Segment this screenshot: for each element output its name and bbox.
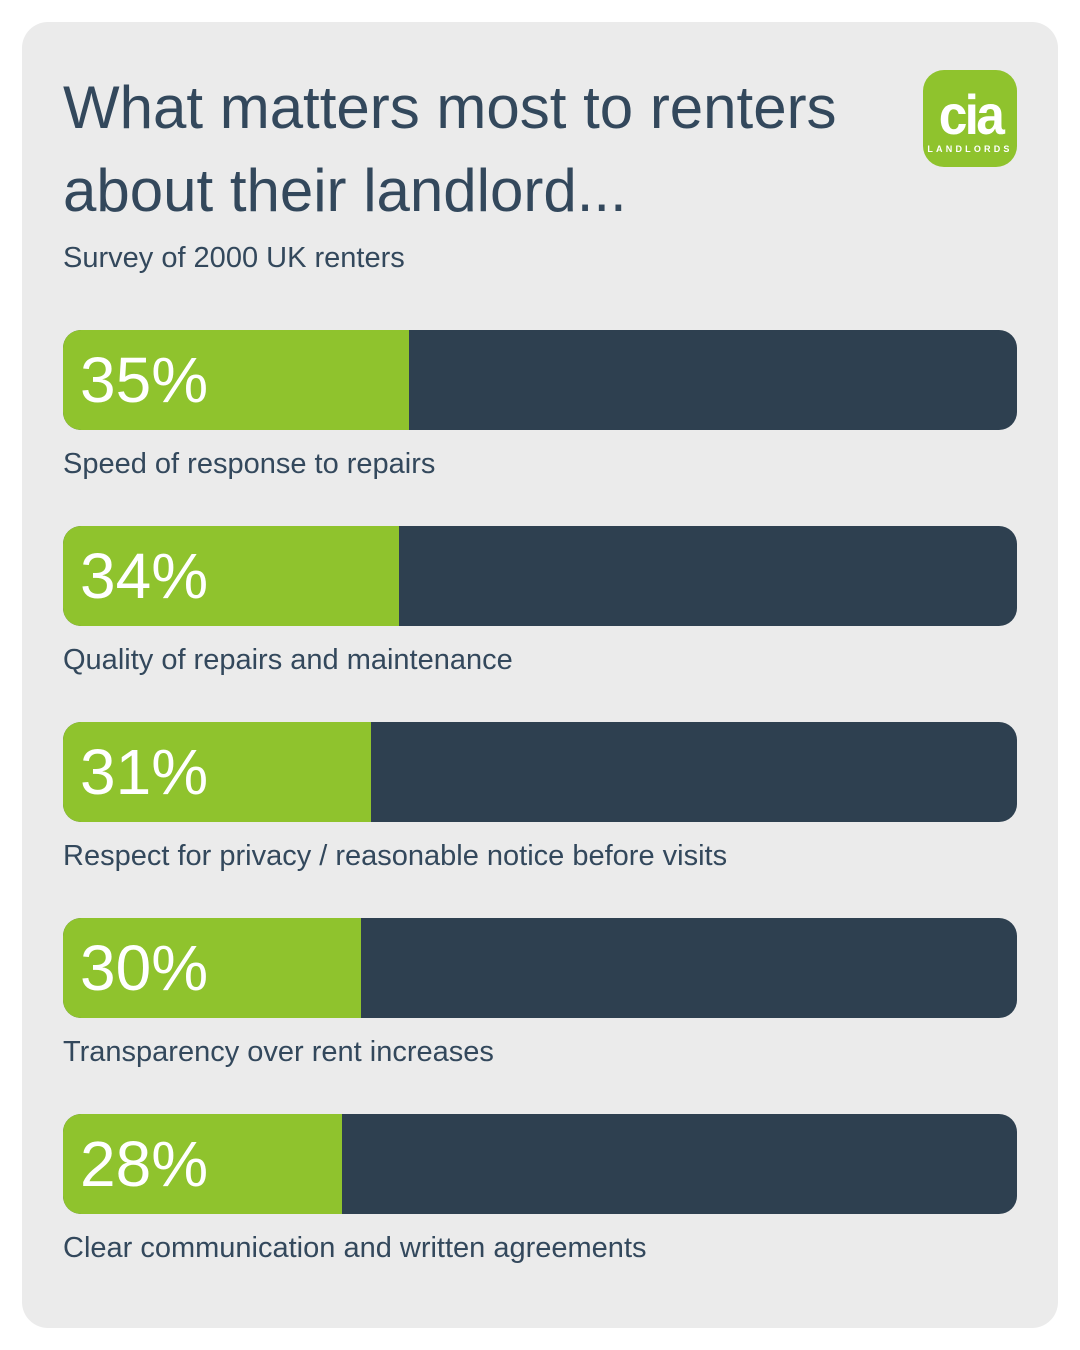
- bar-value-label: 34%: [80, 540, 209, 612]
- infographic-card: What matters most to renters about their…: [22, 22, 1058, 1328]
- bar-category-label: Transparency over rent increases: [63, 1036, 494, 1068]
- cia-landlords-logo: cia LANDLORDS: [923, 70, 1017, 167]
- bar-value-label: 35%: [80, 344, 209, 416]
- bar-row: 31% Respect for privacy / reasonable not…: [63, 722, 1017, 873]
- bar-fill: 30%: [63, 918, 362, 1018]
- bar-fill: 31%: [63, 722, 371, 822]
- bar-fill: 28%: [63, 1114, 343, 1214]
- bar-row: 35% Speed of response to repairs: [63, 330, 1017, 481]
- bar-fill: 35%: [63, 330, 409, 430]
- bar-track: 28%: [63, 1114, 1017, 1214]
- bar-value-label: 30%: [80, 932, 209, 1004]
- bar-track: 31%: [63, 722, 1017, 822]
- bar-value-label: 31%: [80, 736, 209, 808]
- bar-value-label: 28%: [80, 1128, 209, 1200]
- bar-track: 35%: [63, 330, 1017, 430]
- bar-row: 28% Clear communication and written agre…: [63, 1114, 1017, 1265]
- page-title: What matters most to renters about their…: [63, 66, 837, 232]
- bar-category-label: Quality of repairs and maintenance: [63, 644, 513, 676]
- bar-chart: 35% Speed of response to repairs 34% Qua…: [63, 330, 1017, 1265]
- logo-subtext: LANDLORDS: [927, 143, 1013, 154]
- bar-category-label: Speed of response to repairs: [63, 448, 436, 480]
- header: What matters most to renters about their…: [63, 66, 1017, 232]
- subtitle: Survey of 2000 UK renters: [63, 242, 405, 274]
- page-title-line1: What matters most to renters: [63, 74, 837, 141]
- bar-category-label: Respect for privacy / reasonable notice …: [63, 840, 728, 872]
- bar-track: 34%: [63, 526, 1017, 626]
- logo-wordmark: cia: [938, 82, 1004, 146]
- bar-category-label: Clear communication and written agreemen…: [63, 1232, 647, 1264]
- page-title-line2: about their landlord...: [63, 157, 627, 224]
- bar-fill: 34%: [63, 526, 400, 626]
- bar-track: 30%: [63, 918, 1017, 1018]
- bar-row: 34% Quality of repairs and maintenance: [63, 526, 1017, 677]
- bar-row: 30% Transparency over rent increases: [63, 918, 1017, 1069]
